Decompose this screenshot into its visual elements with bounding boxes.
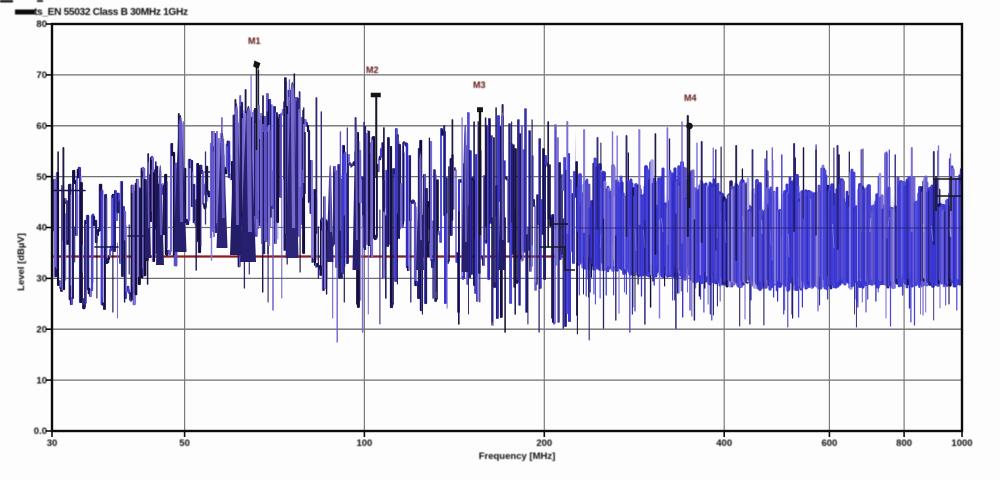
svg-text:30: 30 — [47, 438, 58, 449]
svg-text:M4: M4 — [684, 93, 697, 103]
svg-text:M2: M2 — [366, 65, 379, 75]
svg-text:M3: M3 — [473, 80, 486, 90]
svg-text:800: 800 — [896, 438, 912, 449]
svg-text:50: 50 — [179, 438, 190, 449]
svg-text:20: 20 — [36, 324, 47, 335]
svg-text:M1: M1 — [248, 36, 261, 46]
svg-text:200: 200 — [536, 438, 552, 449]
svg-text:10: 10 — [36, 375, 47, 386]
svg-text:70: 70 — [36, 70, 47, 81]
svg-text:100: 100 — [356, 438, 372, 449]
svg-text:80: 80 — [36, 19, 47, 30]
svg-text:Level [dBµV]: Level [dBµV] — [16, 233, 27, 291]
svg-text:40: 40 — [36, 223, 47, 234]
svg-text:30: 30 — [36, 274, 47, 285]
svg-text:1000: 1000 — [951, 438, 972, 449]
svg-text:60: 60 — [36, 121, 47, 132]
svg-text:400: 400 — [716, 438, 732, 449]
svg-text:Frequency [MHz]: Frequency [MHz] — [479, 451, 556, 462]
svg-text:600: 600 — [821, 438, 837, 449]
svg-text:0.0: 0.0 — [34, 426, 47, 437]
svg-text:ts_EN 55032 Class B 30MHz 1GHz: ts_EN 55032 Class B 30MHz 1GHz — [34, 7, 188, 18]
svg-text:50: 50 — [36, 172, 47, 183]
